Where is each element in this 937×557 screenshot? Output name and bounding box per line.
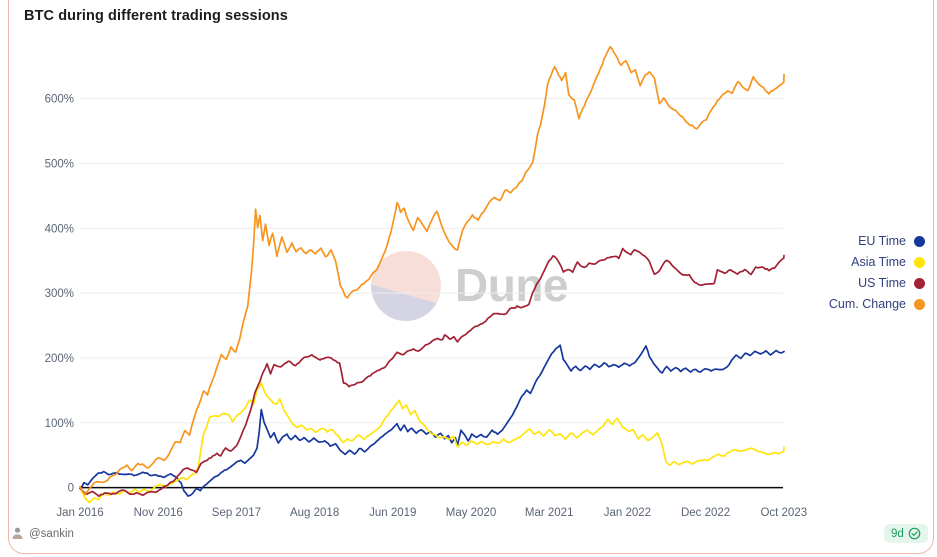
series-line-asia-time [79, 381, 785, 504]
x-axis-label: Nov 2016 [134, 507, 183, 519]
legend-item-cum-change[interactable]: Cum. Change [829, 297, 925, 311]
legend-dot-icon [914, 256, 925, 268]
y-axis-label: 200% [45, 353, 74, 365]
x-axis-label: Jun 2019 [369, 507, 416, 519]
y-axis-label: 0 [68, 483, 74, 495]
query-freshness-badge[interactable]: 9d [884, 524, 928, 543]
y-axis-label: 400% [45, 223, 74, 235]
x-axis-label: Aug 2018 [290, 507, 339, 519]
dune-logo-circle [371, 251, 441, 321]
check-circle-icon [908, 527, 921, 540]
chart-legend: EU Time Asia Time US Time Cum. Change [829, 234, 925, 311]
legend-label: US Time [858, 276, 906, 290]
x-axis-label: Mar 2021 [525, 507, 574, 519]
chart-title: BTC during different trading sessions [24, 8, 288, 24]
person-icon [12, 527, 23, 539]
x-axis-label: Jan 2016 [56, 507, 103, 519]
x-axis-label: Sep 2017 [212, 507, 261, 519]
legend-item-us-time[interactable]: US Time [858, 276, 925, 290]
dune-watermark: Dune [455, 259, 569, 311]
legend-item-asia-time[interactable]: Asia Time [851, 255, 925, 269]
x-axis-label: Jan 2022 [604, 507, 651, 519]
series-line-eu-time [79, 344, 785, 497]
legend-dot-icon [914, 277, 925, 289]
legend-label: Asia Time [851, 255, 906, 269]
legend-item-eu-time[interactable]: EU Time [858, 234, 925, 248]
series-line-us-time [79, 247, 785, 498]
x-axis-label: Oct 2023 [760, 507, 807, 519]
y-axis-label: 300% [45, 288, 74, 300]
legend-label: Cum. Change [828, 297, 906, 311]
author-handle: @sankin [29, 527, 74, 540]
legend-label: EU Time [858, 234, 906, 248]
series-line-cum-change [79, 45, 785, 496]
badge-label: 9d [891, 527, 904, 540]
y-axis-label: 600% [45, 94, 74, 106]
y-axis-label: 500% [45, 158, 74, 170]
x-axis-label: Dec 2022 [681, 507, 730, 519]
legend-dot-icon [914, 235, 925, 247]
x-axis-label: May 2020 [446, 507, 497, 519]
legend-dot-icon [914, 298, 925, 310]
author-link[interactable]: @sankin [12, 527, 74, 540]
y-axis-label: 100% [45, 418, 74, 430]
